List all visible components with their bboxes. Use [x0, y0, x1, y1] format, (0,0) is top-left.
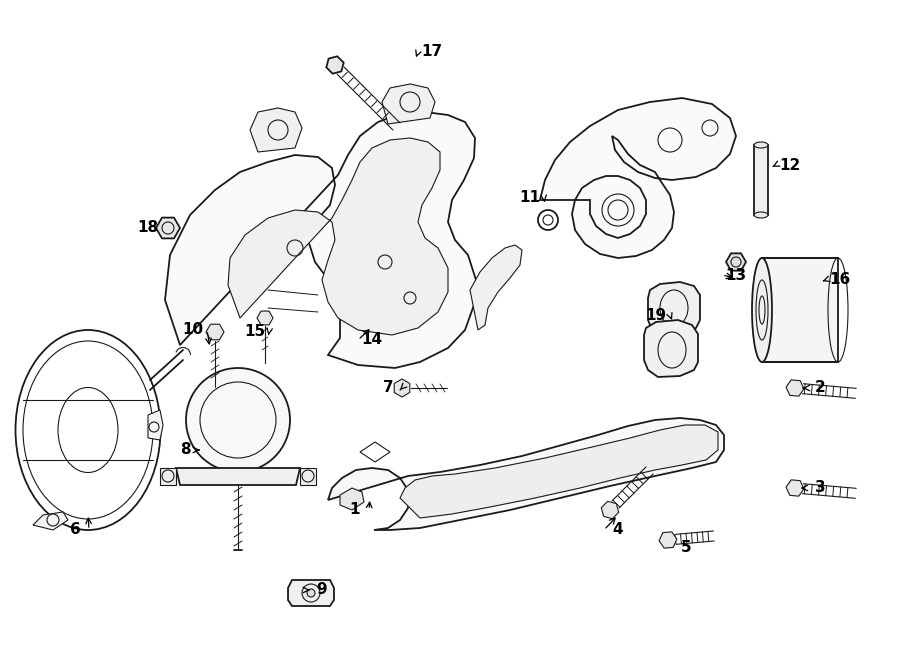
Text: 10: 10	[183, 322, 203, 338]
Polygon shape	[659, 532, 677, 548]
Polygon shape	[148, 410, 163, 440]
Text: 6: 6	[69, 522, 80, 538]
Text: 18: 18	[138, 220, 158, 236]
Polygon shape	[228, 138, 448, 335]
Polygon shape	[328, 418, 724, 530]
Text: 2: 2	[814, 381, 825, 395]
Polygon shape	[786, 380, 804, 396]
Text: 19: 19	[645, 308, 667, 322]
Text: 11: 11	[519, 191, 541, 205]
Ellipse shape	[754, 212, 768, 218]
Polygon shape	[206, 324, 224, 340]
Text: 16: 16	[830, 273, 850, 287]
Circle shape	[186, 368, 290, 472]
Text: 4: 4	[613, 522, 624, 538]
Polygon shape	[470, 245, 522, 330]
Polygon shape	[762, 258, 838, 362]
Polygon shape	[176, 468, 300, 485]
Text: 7: 7	[382, 381, 393, 395]
Text: 5: 5	[680, 540, 691, 555]
Polygon shape	[648, 282, 700, 336]
Ellipse shape	[752, 258, 772, 362]
Polygon shape	[540, 98, 736, 258]
Polygon shape	[156, 218, 180, 238]
Polygon shape	[160, 468, 176, 485]
Polygon shape	[382, 84, 435, 124]
Polygon shape	[394, 379, 410, 397]
Polygon shape	[644, 320, 698, 377]
Text: 1: 1	[350, 502, 360, 518]
Polygon shape	[288, 580, 334, 606]
Text: 14: 14	[362, 332, 382, 348]
Polygon shape	[257, 311, 273, 325]
Text: 9: 9	[317, 583, 328, 598]
Ellipse shape	[754, 142, 768, 148]
Text: 17: 17	[421, 44, 443, 60]
Text: 8: 8	[180, 442, 190, 457]
Polygon shape	[726, 254, 746, 271]
Polygon shape	[400, 425, 718, 518]
Text: 12: 12	[779, 158, 801, 173]
Circle shape	[307, 589, 315, 597]
Text: 15: 15	[245, 324, 266, 340]
Polygon shape	[327, 56, 344, 73]
Polygon shape	[786, 480, 804, 496]
Polygon shape	[754, 145, 768, 215]
Polygon shape	[340, 488, 364, 510]
Polygon shape	[250, 108, 302, 152]
Polygon shape	[165, 112, 476, 368]
Text: 13: 13	[725, 267, 747, 283]
Polygon shape	[33, 512, 68, 530]
Polygon shape	[601, 501, 618, 519]
Text: 3: 3	[814, 481, 825, 495]
Polygon shape	[300, 468, 316, 485]
